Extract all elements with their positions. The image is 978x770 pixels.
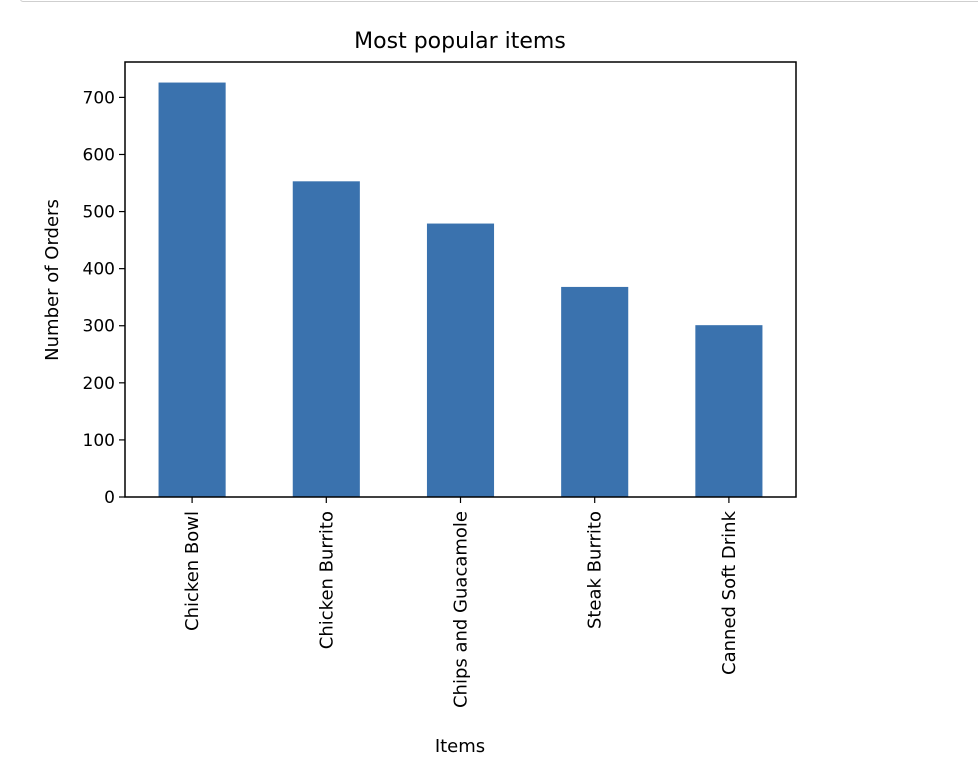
y-tick-label: 600 (83, 145, 115, 165)
x-tick-label: Chips and Guacamole (451, 511, 472, 708)
y-tick-label: 300 (83, 317, 115, 337)
x-tick-label: Steak Burrito (585, 511, 606, 629)
x-tick-label: Chicken Burrito (316, 511, 337, 649)
bar (695, 325, 763, 497)
x-tick-label: Chicken Bowl (182, 511, 203, 631)
x-ticks-group: Chicken Bowl Chicken Burrito Chips and Gua… (182, 497, 740, 708)
y-tick-label: 200 (83, 374, 115, 394)
bar (158, 82, 226, 497)
x-axis-label: Items (435, 736, 485, 757)
y-tick-label: 100 (83, 431, 115, 451)
bar (292, 181, 360, 497)
bars-group (158, 82, 763, 497)
y-tick-label: 500 (83, 203, 115, 223)
notebook-cell-border (20, 0, 978, 2)
bar (426, 223, 495, 497)
y-tick-label: 700 (83, 88, 115, 108)
y-axis-label: Number of Orders (42, 199, 63, 361)
x-tick-label: Canned Soft Drink (719, 510, 740, 675)
y-tick-label: 0 (104, 488, 115, 508)
chart-title: Most popular items (354, 29, 566, 54)
bar (561, 286, 629, 497)
y-ticks-group: 0 100 200 300 400 500 600 700 (83, 88, 125, 508)
y-tick-label: 400 (83, 260, 115, 280)
